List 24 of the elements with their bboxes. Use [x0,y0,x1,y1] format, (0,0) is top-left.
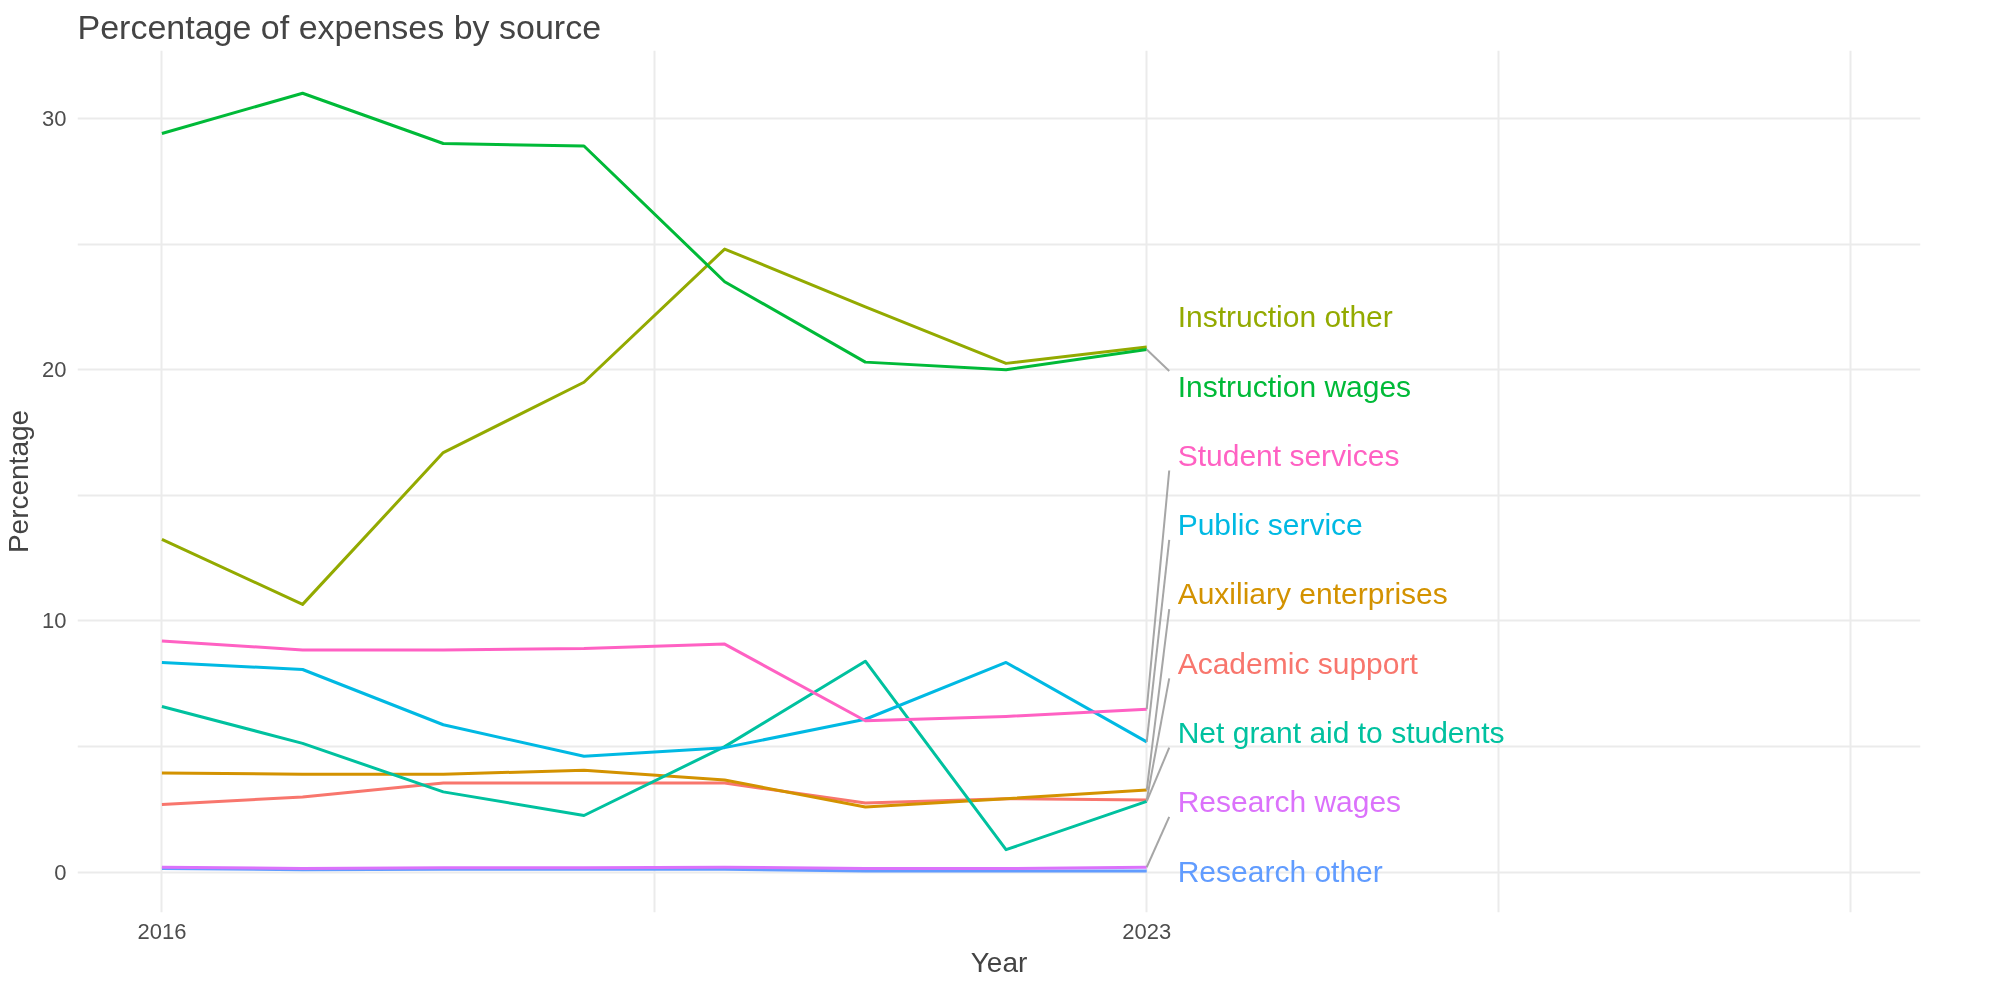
y-tick-label: 20 [42,357,67,383]
line-series [160,247,1149,606]
chart-title: Percentage of expenses by source [77,7,602,46]
text: Public service [1177,508,1363,542]
y-axis-title: Percentage [3,409,35,554]
series-label: Research wages [1177,785,1402,819]
text: Academic support [1177,646,1419,680]
series-label: Instruction other [1177,300,1393,334]
y-tick-label: 10 [42,608,67,634]
text: Net grant aid to students [1177,716,1505,749]
line-series [160,660,1149,758]
text: Student services [1177,438,1400,472]
series-label: Instruction wages [1177,369,1412,403]
line-series [160,639,1149,723]
line-series [160,659,1149,852]
text: Auxiliary enterprises [1177,577,1448,611]
series-label: Research other [1177,854,1383,888]
line-series [160,768,1149,809]
x-tick-label: 2016 [137,918,187,944]
y-tick-label: 0 [54,859,67,885]
y-tick-label: 30 [42,105,67,131]
line-series [160,91,1149,372]
x-tick-label: 2023 [1122,918,1172,944]
x-axis-title: Year [970,946,1028,978]
